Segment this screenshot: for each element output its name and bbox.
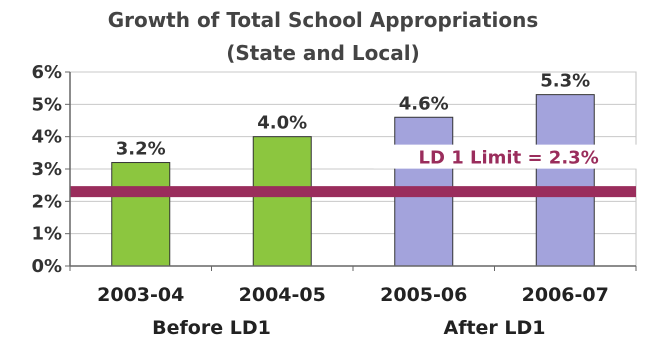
y-tick-label: 2% [31, 191, 62, 212]
axes [65, 71, 637, 271]
x-tick-label: 2006-07 [522, 284, 609, 306]
reference-line-label: LD 1 Limit = 2.3% [419, 148, 599, 169]
y-tick-label: 6% [31, 62, 62, 83]
labels: 0% 1% 2% 3% 4% 5% 6% 3.2% 2003-04 4.0% 2004-05 4.6%… [31, 62, 608, 339]
bar [111, 162, 171, 267]
data-label: 5.3% [540, 71, 590, 92]
data-label: 4.6% [399, 93, 449, 114]
bars [111, 94, 595, 267]
y-tick-label: 0% [31, 256, 62, 277]
y-tick-label: 5% [31, 94, 62, 115]
group-label: After LD1 [443, 317, 545, 339]
y-tick-label: 4% [31, 127, 62, 148]
x-tick-label: 2003-04 [97, 284, 184, 306]
data-label: 3.2% [116, 139, 166, 160]
bar [252, 136, 312, 267]
reference-line-group: LD 1 Limit = 2.3% [70, 144, 646, 198]
data-label: 4.0% [257, 113, 307, 134]
group-label: Before LD1 [152, 317, 271, 339]
y-tick-label: 1% [31, 224, 62, 245]
x-tick-label: 2004-05 [239, 284, 326, 306]
y-tick-label: 3% [31, 159, 62, 180]
x-tick-label: 2005-06 [380, 284, 467, 306]
reference-label-bg [373, 144, 646, 169]
bar [535, 94, 595, 267]
chart-title: Growth of Total School Appropriations [108, 8, 539, 32]
chart-subtitle: (State and Local) [226, 41, 420, 65]
